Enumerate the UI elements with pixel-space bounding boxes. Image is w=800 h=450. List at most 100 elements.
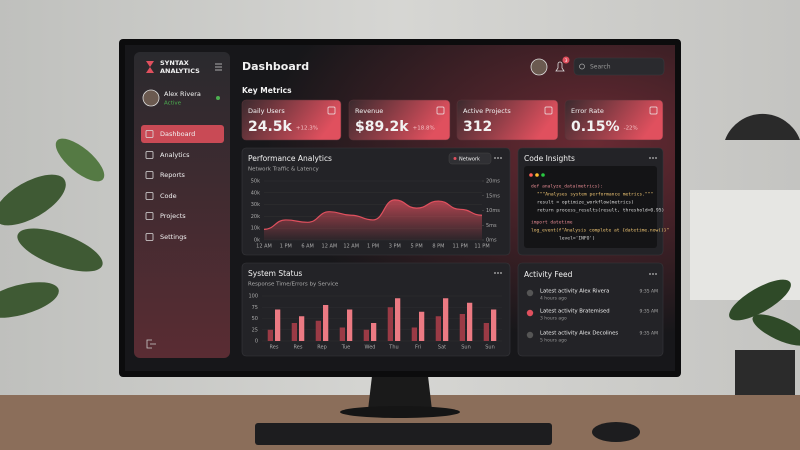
- x-tick-label: 1 PM: [367, 244, 379, 250]
- page-title: Dashboard: [242, 60, 309, 73]
- nav-item[interactable]: Reports: [160, 171, 186, 179]
- logo: [146, 61, 154, 73]
- metric-change: +18.8%: [413, 126, 435, 132]
- metric-card[interactable]: [456, 99, 559, 141]
- activity-ago: 5 hours ago: [540, 338, 567, 344]
- x-tick-label: Res: [270, 345, 279, 351]
- more-icon: [497, 272, 499, 274]
- lamp: [725, 113, 800, 140]
- metric-label: Daily Users: [248, 107, 285, 115]
- bar: [467, 302, 473, 341]
- bar: [387, 307, 393, 341]
- metric-card[interactable]: [241, 99, 342, 141]
- chart-title: Performance Analytics: [248, 154, 332, 163]
- x-tick-label: 3 PM: [389, 244, 401, 250]
- bar: [323, 305, 329, 341]
- metric-label: Error Rate: [571, 107, 604, 115]
- filter-pill[interactable]: [448, 152, 492, 165]
- metric-label: Active Projects: [463, 107, 511, 115]
- bar: [267, 329, 273, 341]
- activity-text: Latest activity Alex Rivera: [540, 289, 609, 295]
- metric-icon: [436, 106, 445, 115]
- activity-ago: 4 hours ago: [540, 296, 567, 302]
- bell-icon[interactable]: [555, 61, 565, 72]
- section-title: Key Metrics: [242, 86, 292, 95]
- code-line: def analyze_data(metrics):: [531, 184, 603, 190]
- metric-label: Revenue: [355, 107, 383, 115]
- bar: [491, 309, 497, 341]
- activity-time: 9:35 AM: [640, 309, 659, 315]
- nav-item[interactable]: Projects: [160, 212, 186, 220]
- metric-value: 24.5k: [248, 119, 293, 135]
- nav-icon: [145, 192, 154, 200]
- bar: [435, 316, 441, 341]
- y-tick-label: 40k: [251, 190, 260, 196]
- nav-active: [141, 125, 224, 143]
- x-tick-label: 11 PM: [474, 244, 489, 250]
- metric-card[interactable]: [348, 99, 451, 141]
- nav-item[interactable]: Dashboard: [160, 130, 195, 138]
- logout-icon: [146, 339, 156, 349]
- brand: SYNTAX: [160, 59, 189, 67]
- metric-change: -22%: [624, 126, 638, 132]
- panel-title: Code Insights: [524, 154, 575, 163]
- more-icon: [500, 272, 502, 274]
- more-icon: [497, 157, 499, 159]
- more-icon: [649, 273, 651, 275]
- y2-tick-label: 5ms: [486, 223, 497, 229]
- more-icon: [652, 273, 654, 275]
- window-dot: [535, 173, 539, 177]
- keyboard: [255, 423, 552, 445]
- y-tick-label: 50: [252, 316, 258, 322]
- nav-icon: [145, 233, 154, 241]
- filter-dot: [453, 157, 457, 160]
- bar: [411, 327, 417, 341]
- chart-title: System Status: [248, 269, 302, 278]
- x-tick-label: Sun: [461, 345, 471, 351]
- metric-change: +12.3%: [296, 126, 318, 132]
- user-status: Active: [164, 101, 182, 107]
- y-tick-label: 30k: [251, 202, 260, 208]
- bar: [299, 316, 305, 341]
- code-line: """Analyses system performance metrics."…: [537, 192, 653, 198]
- window-dot: [541, 173, 545, 177]
- activity-text: Latest activity Alex Decolines: [540, 331, 618, 337]
- metric-value: 0.15%: [571, 119, 620, 135]
- code-line: level='INFO'): [559, 236, 595, 242]
- metric-card[interactable]: [564, 99, 664, 141]
- activity-icon: [526, 289, 534, 297]
- x-tick-label: 12 AM: [343, 244, 359, 250]
- y2-tick-label: 10ms: [486, 208, 500, 214]
- more-icon: [652, 157, 654, 159]
- bar: [395, 298, 401, 341]
- y-tick-label: 0k: [254, 238, 260, 244]
- nav-item[interactable]: Code: [160, 192, 177, 200]
- avatar: [142, 89, 160, 107]
- stand: [368, 376, 432, 410]
- bar: [347, 309, 353, 341]
- panel: [517, 262, 664, 357]
- avatar: [530, 58, 548, 76]
- x-tick-label: 12 AM: [322, 244, 338, 250]
- window-dot: [529, 173, 533, 177]
- bar: [459, 314, 465, 341]
- code-line: import datetime: [531, 220, 573, 226]
- x-tick-label: Res: [294, 345, 303, 351]
- chart-subtitle: Network Traffic & Latency: [248, 167, 320, 173]
- user-name: Alex Rivera: [164, 90, 201, 98]
- mouse: [592, 422, 640, 442]
- x-tick-label: Wed: [365, 345, 376, 351]
- nav-item[interactable]: Settings: [160, 233, 187, 241]
- chart-subtitle: Response Time/Errors by Service: [248, 282, 339, 288]
- nav-item[interactable]: Analytics: [160, 151, 190, 159]
- y-tick-label: 0: [255, 339, 258, 345]
- search-box[interactable]: [573, 57, 665, 76]
- nav-icon: [145, 212, 154, 220]
- line: [263, 199, 483, 230]
- nav-icon: [145, 171, 154, 179]
- bar: [275, 309, 281, 341]
- more-icon: [655, 273, 657, 275]
- panel-title: Activity Feed: [524, 270, 573, 279]
- x-tick-label: Fri: [415, 345, 421, 351]
